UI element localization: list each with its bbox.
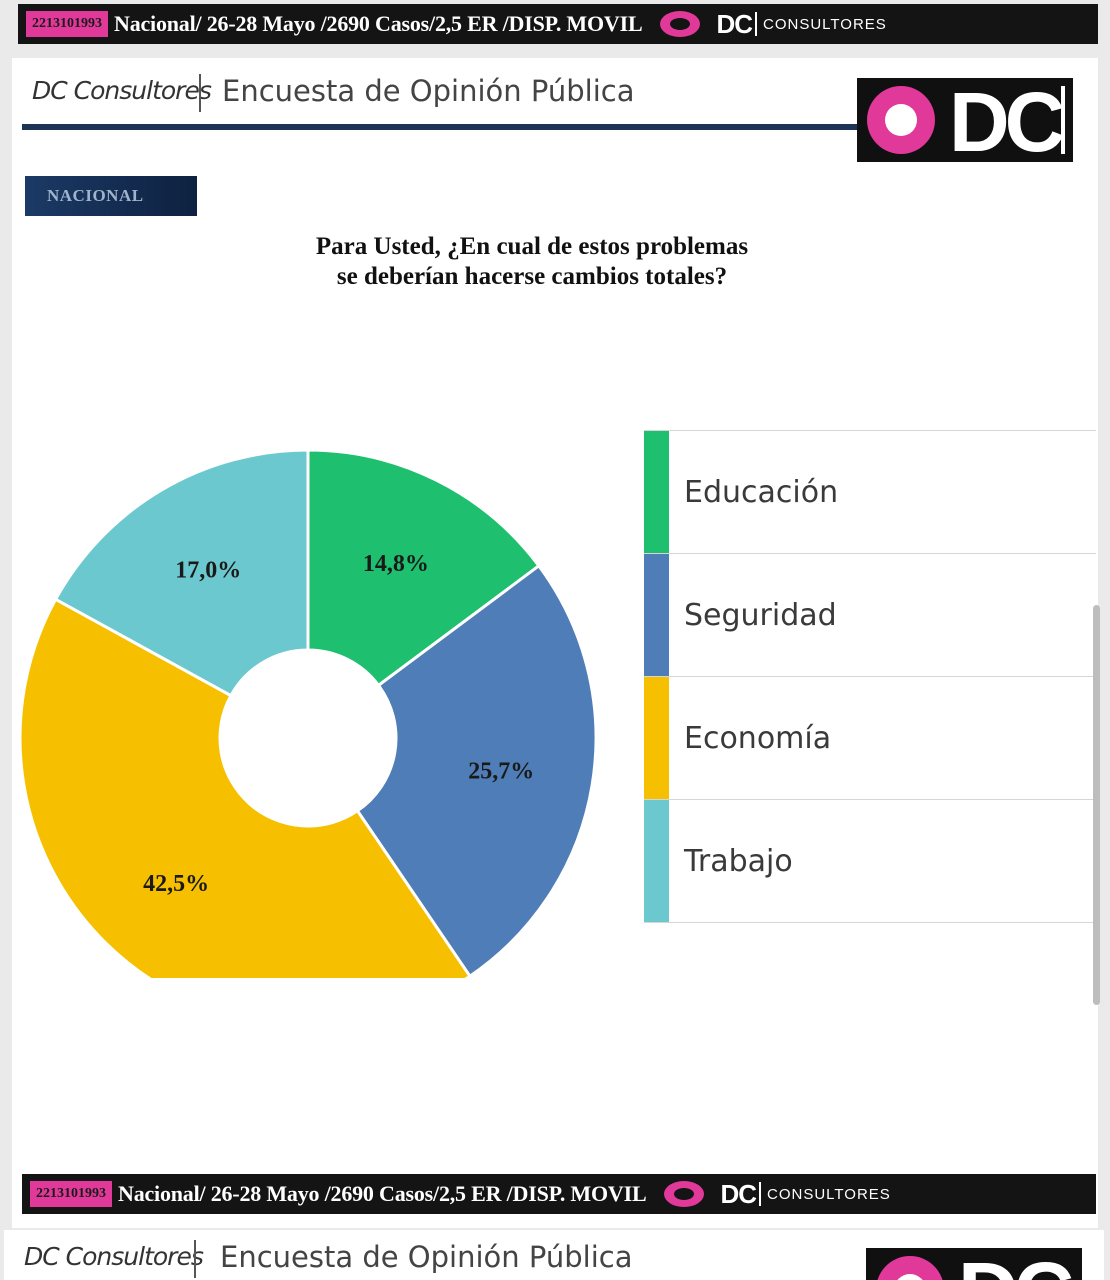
slice-3 <box>53 448 310 698</box>
dc-logo-text: DC <box>949 75 1065 169</box>
legend-item-0: Educación <box>644 430 1096 553</box>
legend-item-1: Seguridad <box>644 553 1096 676</box>
slice-label-1: 25,7% <box>468 758 534 784</box>
scrollbar-thumb[interactable] <box>1093 605 1100 1005</box>
banner-ring-logo-icon <box>660 11 701 37</box>
next-brand-separator <box>194 1240 196 1278</box>
chart-legend: Educación Seguridad Economía Trabajo <box>644 430 1096 923</box>
bottom-banner: 2213101993 Nacional/ 26-28 Mayo /2690 Ca… <box>22 1174 1096 1214</box>
legend-label-0: Educación <box>684 474 839 510</box>
next-survey-title: Encuesta de Opinión Pública <box>220 1240 633 1274</box>
next-dc-logo: DC <box>866 1245 1082 1280</box>
slice-0 <box>306 448 541 688</box>
header-divider <box>22 124 862 130</box>
banner-info: Nacional/ 26-28 Mayo /2690 Casos/2,5 ER … <box>114 11 643 36</box>
dc-logo: DC <box>857 75 1073 169</box>
slice-2 <box>18 597 472 978</box>
slice-label-0: 14,8% <box>363 551 429 577</box>
slice-1 <box>355 563 598 978</box>
legend-item-2: Economía <box>644 676 1096 799</box>
legend-swatch-1 <box>644 554 669 676</box>
chart-question: Para Usted, ¿En cual de estos problemas … <box>212 232 852 292</box>
brand-name: DC Consultores <box>32 76 212 105</box>
legend-label-2: Economía <box>684 720 832 756</box>
slice-label-3: 17,0% <box>175 557 241 583</box>
banner-consultores: CONSULTORES <box>763 15 887 33</box>
next-brand-name: DC Consultores <box>24 1242 204 1271</box>
banner-dc-logo: DC <box>716 8 753 39</box>
banner-dc-logo-bottom: DC <box>720 1178 757 1209</box>
slide: DC Consultores Encuesta de Opinión Públi… <box>12 58 1098 1228</box>
survey-title: Encuesta de Opinión Pública <box>222 74 635 108</box>
next-dc-ring-logo-icon <box>876 1256 944 1280</box>
legend-swatch-3 <box>644 800 669 922</box>
next-slide: DC Consultores Encuesta de Opinión Públi… <box>4 1230 1104 1280</box>
legend-swatch-2 <box>644 677 669 799</box>
banner-phone: 2213101993 <box>26 11 108 37</box>
banner-phone-bottom: 2213101993 <box>30 1181 112 1207</box>
question-line-1: Para Usted, ¿En cual de estos problemas <box>315 233 749 260</box>
dc-ring-logo-icon <box>867 86 935 154</box>
banner-ring-logo-icon-bottom <box>664 1181 705 1207</box>
banner-info-bottom: Nacional/ 26-28 Mayo /2690 Casos/2,5 ER … <box>118 1181 647 1206</box>
legend-label-3: Trabajo <box>684 843 793 879</box>
top-banner: 2213101993 Nacional/ 26-28 Mayo /2690 Ca… <box>18 4 1098 44</box>
question-line-2: se deberían hacerse cambios totales? <box>336 263 728 290</box>
banner-consultores-bottom: CONSULTORES <box>767 1185 891 1203</box>
brand-separator <box>199 74 201 112</box>
slice-label-2: 42,5% <box>143 871 209 897</box>
legend-item-3: Trabajo <box>644 799 1096 923</box>
section-tag: NACIONAL <box>25 176 197 216</box>
legend-swatch-0 <box>644 431 669 553</box>
legend-label-1: Seguridad <box>684 597 837 633</box>
next-dc-logo-text: DC <box>958 1244 1074 1280</box>
banner-separator-bottom <box>759 1182 761 1206</box>
dc-logo-bar <box>1061 86 1065 154</box>
donut-chart: 14,8% 25,7% 42,5% 17,0% <box>18 448 598 978</box>
banner-separator <box>755 12 757 36</box>
